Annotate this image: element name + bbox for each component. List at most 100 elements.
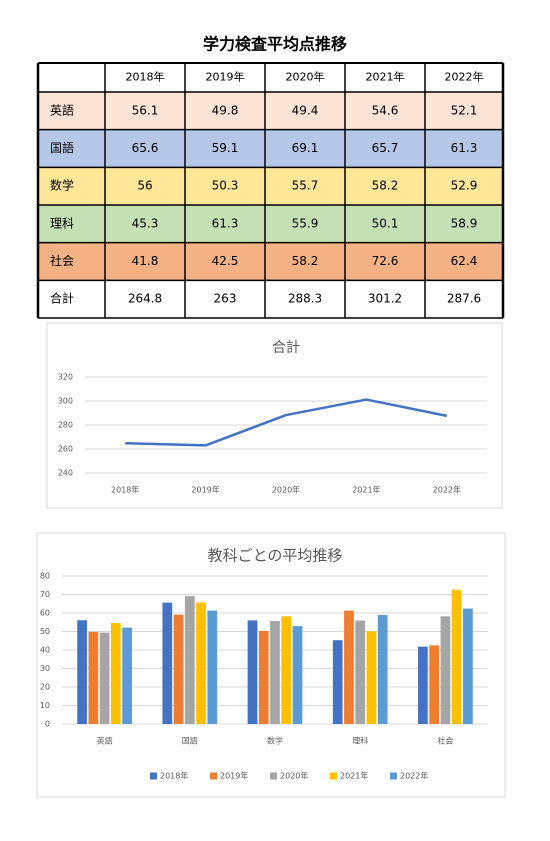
bar [344,610,354,724]
chart-title: 合計 [272,340,300,356]
row-label: 英語 [50,102,74,117]
x-tick-label: 2020年 [272,485,300,495]
table-row [38,242,503,281]
y-tick-label: 10 [40,701,50,710]
table-cell: 301.2 [368,292,402,306]
bar [451,589,462,724]
row-label: 数学 [50,178,74,193]
table-cell: 263 [214,292,237,306]
legend-label: 2019年 [220,771,248,781]
table-cell: 69.1 [292,141,319,155]
x-tick-label: 国語 [182,736,198,746]
table-cell: 45.3 [132,216,159,230]
bar [355,620,366,724]
table-cell: 56.1 [132,103,159,117]
table-cell: 55.9 [292,216,319,230]
column-header: 2019年 [206,70,245,84]
bar [110,622,121,724]
table-cell: 41.8 [132,254,159,268]
column-header: 2022年 [445,70,484,84]
bar [429,645,440,724]
bar [366,631,377,724]
legend-swatch [270,772,277,780]
bar [162,602,173,724]
page-title: 学力検査平均点推移 [203,35,347,54]
column-header: 2020年 [286,70,325,84]
bar [270,620,280,724]
x-tick-label: 2018年 [111,485,139,495]
bar [99,632,110,724]
table-cell: 49.4 [292,103,319,117]
bar [122,627,132,724]
y-tick-label: 70 [40,590,50,599]
table-cell: 65.7 [372,141,399,155]
table-cell: 264.8 [128,292,162,306]
y-tick-label: 320 [58,373,73,382]
bar [77,620,87,724]
legend-swatch [390,772,397,780]
table-cell: 61.3 [212,216,239,230]
x-tick-label: 理科 [352,736,368,746]
x-tick-label: 英語 [97,736,113,746]
y-tick-label: 280 [58,421,73,430]
legend-swatch [210,772,217,780]
x-tick-label: 2019年 [191,485,219,495]
table-cell: 58.2 [372,179,399,193]
table-cell: 54.6 [372,103,399,117]
table-cell: 52.9 [451,179,478,193]
bar [332,640,343,724]
table-cell: 287.6 [447,292,481,306]
table-cell: 42.5 [212,254,239,268]
bar [247,620,258,724]
y-tick-label: 50 [40,627,50,636]
y-tick-label: 240 [58,469,73,478]
table-row [38,167,503,205]
column-header: 2021年 [366,70,405,84]
table-cell: 49.8 [212,103,239,117]
table-cell: 50.3 [212,179,239,193]
legend-swatch [330,772,337,780]
chart-frame [46,322,503,509]
table-row [38,280,503,318]
y-tick-label: 30 [40,664,50,673]
x-tick-label: 2021年 [352,485,380,495]
bar [196,602,206,724]
legend-label: 2018年 [160,771,188,781]
table-cell: 58.2 [292,254,319,268]
bar [377,615,388,724]
table-row [38,92,503,130]
row-label: 合計 [50,291,74,306]
y-tick-label: 260 [58,445,73,454]
y-tick-label: 60 [40,609,50,618]
bar [88,631,99,724]
bar [418,646,428,724]
table-cell: 72.6 [372,254,399,268]
line [125,398,448,447]
bar [258,630,269,724]
legend-label: 2021年 [340,771,368,781]
x-tick-label: 数学 [267,736,283,746]
table-cell: 59.1 [212,141,239,155]
table-row [38,205,503,243]
table-row [38,129,503,168]
y-tick-label: 20 [40,683,50,692]
x-tick-label: 2022年 [433,485,461,495]
table-cell: 65.6 [132,141,159,155]
row-label: 国語 [50,140,74,155]
table-cell: 50.1 [372,216,399,230]
y-tick-label: 40 [40,646,50,655]
y-tick-label: 80 [40,572,50,581]
bar [440,616,451,724]
row-label: 理科 [50,216,74,230]
legend-label: 2022年 [400,771,428,781]
table-cell: 55.7 [292,179,319,193]
bar [281,616,292,724]
column-header: 2018年 [126,70,165,84]
table-cell: 52.1 [451,103,478,117]
bar [207,610,218,724]
bar [292,626,303,724]
x-tick-label: 社会 [437,736,453,746]
row-label: 社会 [50,253,74,268]
legend-swatch [150,772,157,780]
